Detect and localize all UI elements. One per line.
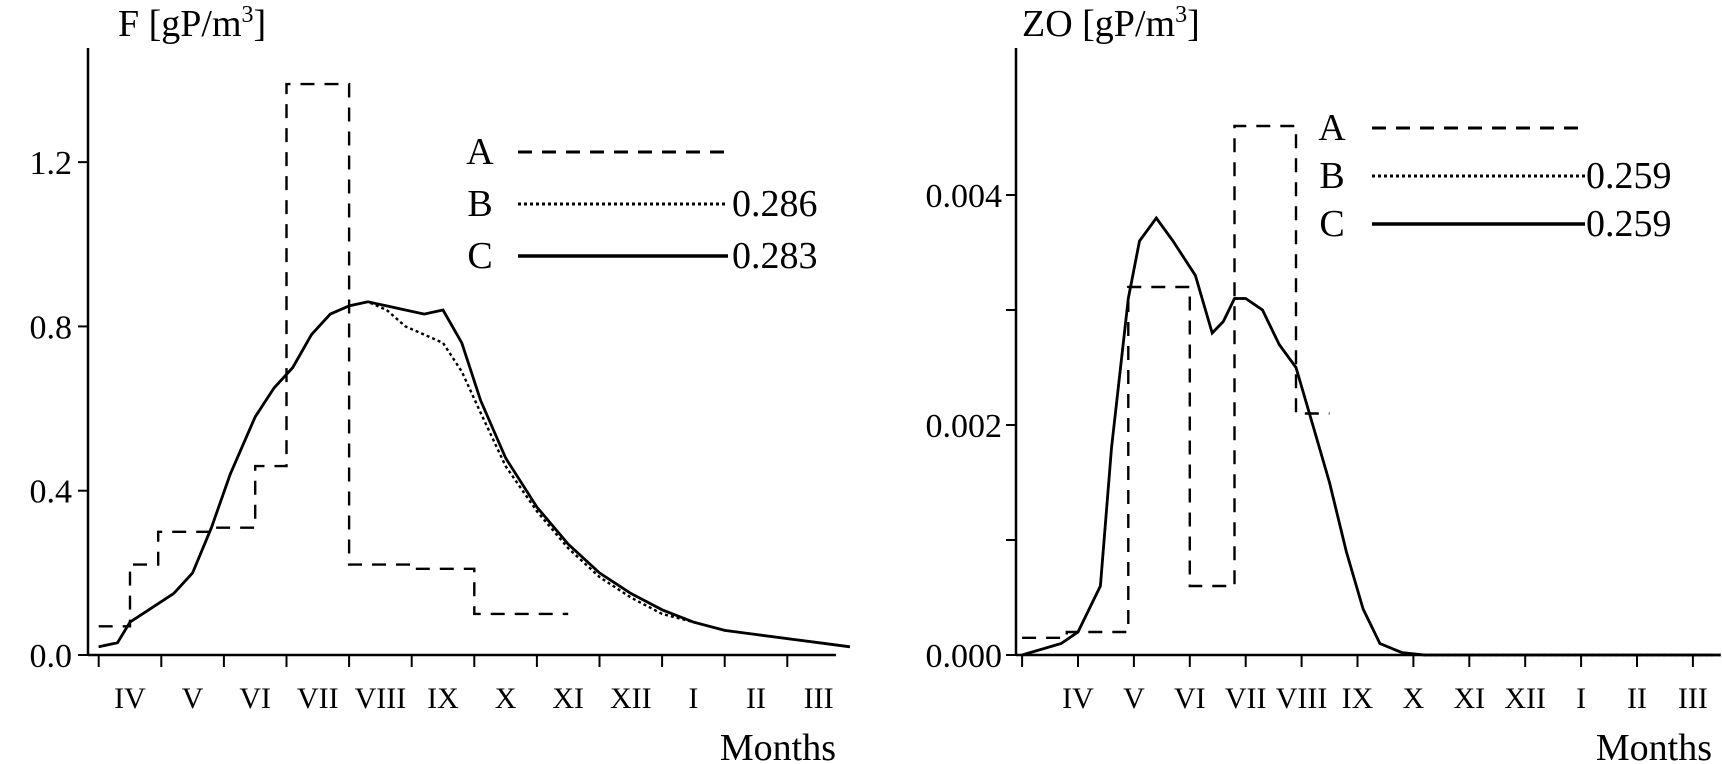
- x-tick-label: III: [1678, 682, 1708, 715]
- x-tick-label: III: [804, 682, 834, 715]
- y-tick-label: 0.8: [30, 309, 73, 346]
- x-tick-label: XII: [1504, 682, 1546, 715]
- x-tick-label: VII: [1225, 682, 1267, 715]
- x-tick-label: II: [1627, 682, 1647, 715]
- x-tick-label: XII: [610, 682, 652, 715]
- x-tick-label: IX: [427, 682, 459, 715]
- legend-key: C: [1319, 203, 1344, 245]
- x-tick-label: XI: [552, 682, 584, 715]
- x-tick-label: II: [746, 682, 766, 715]
- series-line-C: [1021, 215, 1721, 657]
- x-tick-label: VII: [297, 682, 339, 715]
- x-tick-label: XI: [1453, 682, 1485, 715]
- legend-value: 0.259: [1586, 203, 1672, 245]
- x-tick-label: X: [495, 682, 517, 715]
- y-tick-label: 0.000: [926, 638, 1003, 675]
- legend-value: 0.283: [732, 235, 818, 277]
- chart-title: F [gP/m3]: [118, 2, 266, 45]
- y-tick-label: 0.004: [926, 178, 1003, 215]
- x-tick-label: X: [1403, 682, 1425, 715]
- x-tick-label: I: [1576, 682, 1586, 715]
- x-axis-label: Months: [1596, 727, 1712, 764]
- x-tick-label: V: [1123, 682, 1145, 715]
- legend-key: B: [467, 183, 492, 225]
- chart-title: ZO [gP/m3]: [1022, 2, 1200, 45]
- x-tick-label: V: [182, 682, 204, 715]
- legend-key: A: [1318, 107, 1346, 149]
- series-line-B: [1021, 215, 1721, 657]
- x-tick-label: IX: [1342, 682, 1374, 715]
- series-line-A: [1022, 124, 1330, 639]
- x-tick-label: IV: [114, 682, 146, 715]
- x-tick-label: VIII: [1276, 682, 1328, 715]
- series-line-A: [98, 82, 569, 628]
- x-tick-label: I: [688, 682, 698, 715]
- x-tick-label: VI: [239, 682, 271, 715]
- x-axis-label: Months: [720, 727, 836, 764]
- x-tick-label: IV: [1062, 682, 1094, 715]
- legend-key: C: [467, 235, 492, 277]
- y-tick-label: 0.4: [30, 474, 73, 511]
- y-tick-label: 0.002: [926, 408, 1003, 445]
- series-line-C: [98, 300, 851, 649]
- y-tick-label: 1.2: [30, 145, 73, 182]
- x-tick-label: VIII: [355, 682, 407, 715]
- legend-value: 0.286: [732, 183, 818, 225]
- x-tick-label: VI: [1174, 682, 1206, 715]
- chart-panel-F: F [gP/m3] 0.0 0.4 0.8 1.2 IV V VI VII VIII IX X XI XI…: [30, 2, 851, 764]
- legend-key: A: [466, 131, 494, 173]
- legend-key: B: [1319, 155, 1344, 197]
- legend-value: 0.259: [1586, 155, 1672, 197]
- y-tick-label: 0.0: [30, 638, 73, 675]
